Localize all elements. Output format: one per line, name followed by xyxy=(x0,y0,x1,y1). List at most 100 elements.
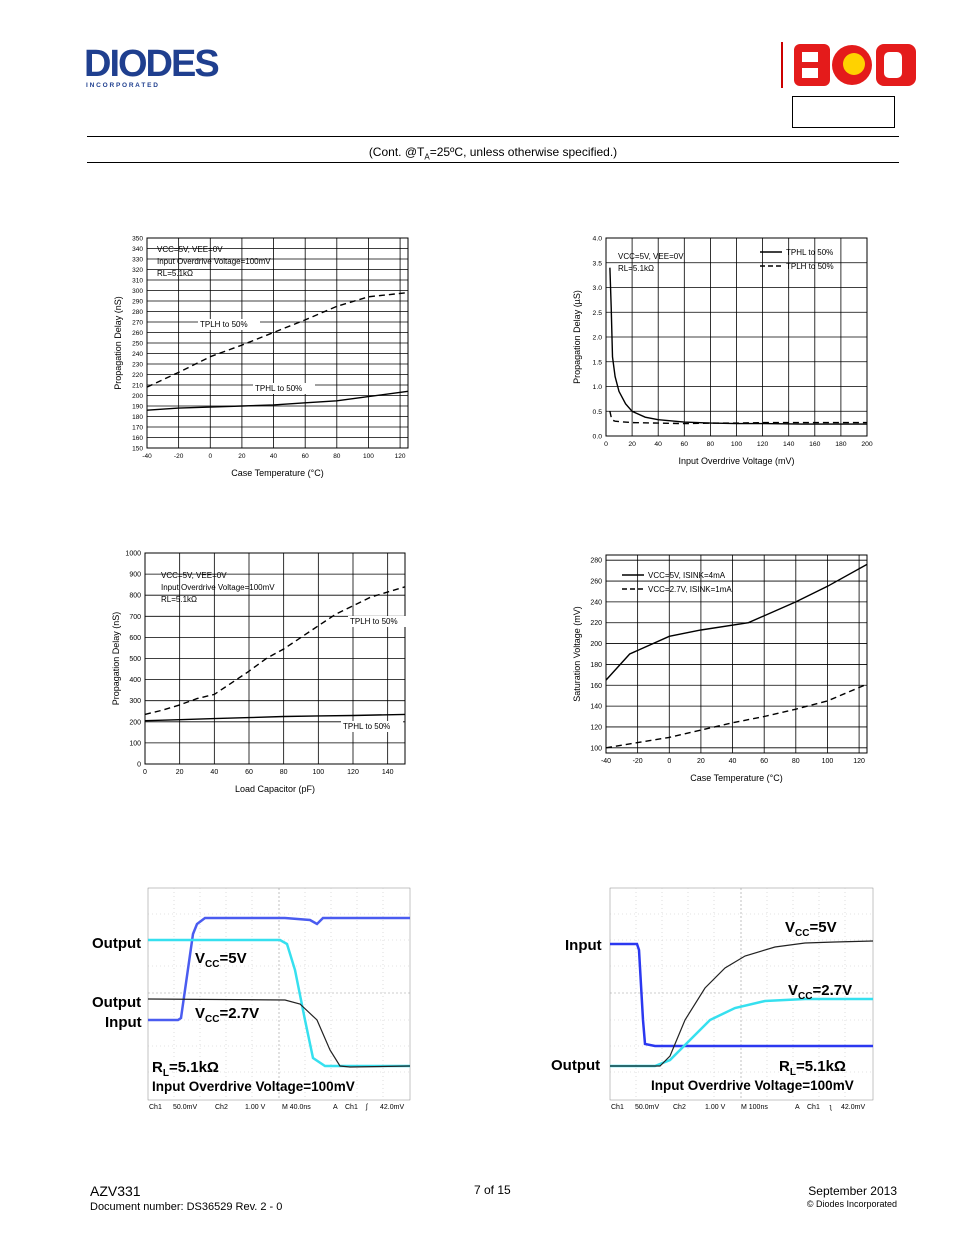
header-rule-bottom xyxy=(87,162,899,163)
y-tick-label: 200 xyxy=(129,719,141,726)
x-tick-label: -20 xyxy=(174,453,184,460)
svg-text:A: A xyxy=(333,1104,338,1111)
legend-label: TPHL to 50% xyxy=(786,248,833,257)
x-tick-label: 80 xyxy=(280,769,288,776)
series-label-bg xyxy=(198,319,260,330)
x-tick-label: 0 xyxy=(208,453,212,460)
y-tick-label: 2.5 xyxy=(593,310,603,317)
y-tick-label: 0.5 xyxy=(593,409,603,416)
svg-text:A: A xyxy=(795,1104,800,1111)
series-label: TPLH to 50% xyxy=(200,320,248,329)
x-tick-label: 100 xyxy=(822,758,834,765)
footer-document-number: Document number: DS36529 Rev. 2 - 0 xyxy=(90,1201,283,1213)
svg-text:42.0mV: 42.0mV xyxy=(841,1104,865,1111)
x-tick-label: 0 xyxy=(143,769,147,776)
annotation-line: RL=5.1kΩ xyxy=(618,264,654,273)
y-tick-label: 500 xyxy=(129,656,141,663)
chart-delay-vs-temperature: -40 -20 0 20 40 60 80 100 120 150 160 170 180 190 200 2… xyxy=(113,236,409,478)
footer-date: September 2013 xyxy=(808,1184,897,1198)
bcd-logo xyxy=(781,42,916,88)
x-tick-label: 0 xyxy=(667,758,671,765)
y-tick-label: 320 xyxy=(132,267,143,274)
scope2-overdrive-label: Input Overdrive Voltage=100mV xyxy=(651,1078,854,1093)
diodes-logo-subtext: I N C O R P O R A T E D xyxy=(86,82,158,89)
svg-text:42.0mV: 42.0mV xyxy=(380,1104,404,1111)
x-tick-label: 120 xyxy=(757,441,769,448)
legend-label: VCC=2.7V, ISINK=1mA xyxy=(648,585,732,594)
series-line xyxy=(609,267,867,425)
svg-text:Ch2: Ch2 xyxy=(215,1104,228,1111)
series-label-bg xyxy=(348,616,410,627)
x-tick-label: 60 xyxy=(760,758,768,765)
x-tick-label: 60 xyxy=(245,769,253,776)
y-tick-label: 2.0 xyxy=(593,335,603,342)
scope2-vcc27-label: VCC=2.7V xyxy=(788,982,852,1002)
x-axis-label: Case Temperature (°C) xyxy=(690,773,782,783)
conditions-note: (Cont. @TA=25ºC, unless otherwise specif… xyxy=(368,145,618,162)
x-tick-label: 180 xyxy=(835,441,847,448)
y-tick-label: 1.0 xyxy=(593,384,603,391)
y-tick-label: 240 xyxy=(590,599,602,606)
y-tick-label: 220 xyxy=(132,372,143,379)
svg-text:ʅ: ʅ xyxy=(829,1104,832,1111)
y-tick-label: 260 xyxy=(590,579,602,586)
chart-annotation: VCC=5V, VEE=0V RL=5.1kΩ xyxy=(618,252,684,273)
x-tick-label: 120 xyxy=(347,769,359,776)
x-tick-label: 40 xyxy=(654,441,662,448)
y-tick-label: 4.0 xyxy=(593,236,603,243)
chart-delay-vs-overdrive: 0 20 40 60 80 100 120 140 160 180 200 0.0 0.5 1.0 1.5 2… xyxy=(572,236,873,467)
x-tick-label: -40 xyxy=(601,758,611,765)
y-tick-label: 170 xyxy=(132,425,143,432)
x-tick-label: 20 xyxy=(176,769,184,776)
x-tick-label: 80 xyxy=(333,453,341,460)
diodes-logo: DIODES I N C O R P O R A T E D xyxy=(84,44,220,89)
svg-text:Ch1: Ch1 xyxy=(149,1104,162,1111)
y-tick-label: 3.0 xyxy=(593,285,603,292)
part-label-box xyxy=(792,96,895,128)
x-tick-label: 100 xyxy=(731,441,743,448)
y-tick-label: 300 xyxy=(132,288,143,295)
annotation-line: Input Overdrive Voltage=100mV xyxy=(157,257,271,266)
diodes-logo-text: DIODES xyxy=(84,44,218,85)
y-axis-label: Propagation Delay (nS) xyxy=(111,612,121,706)
y-tick-label: 160 xyxy=(132,435,143,442)
x-tick-label: 160 xyxy=(809,441,821,448)
y-tick-label: 3.5 xyxy=(593,260,603,267)
y-tick-label: 190 xyxy=(132,404,143,411)
x-tick-label: 100 xyxy=(312,769,324,776)
y-tick-label: 400 xyxy=(129,677,141,684)
y-tick-label: 100 xyxy=(590,745,602,752)
scope1-vcc5-label: VCC=5V xyxy=(195,950,247,970)
svg-text:Ch1: Ch1 xyxy=(807,1104,820,1111)
scope2-output-label: Output xyxy=(551,1057,600,1074)
x-axis-label: Case Temperature (°C) xyxy=(231,468,323,478)
x-tick-label: 0 xyxy=(604,441,608,448)
chart-delay-vs-load-capacitance: 0 20 40 60 80 100 120 140 0 100 200 300 400 500 600 700… xyxy=(111,551,410,794)
y-tick-label: 0.0 xyxy=(593,434,603,441)
y-tick-label: 600 xyxy=(129,635,141,642)
series-line xyxy=(605,563,868,681)
series-label: TPLH to 50% xyxy=(350,617,398,626)
series-line xyxy=(605,683,868,749)
y-tick-label: 1000 xyxy=(125,551,141,558)
y-tick-label: 100 xyxy=(129,740,141,747)
chart-legend: TPHL to 50% TPLH to 50% xyxy=(760,248,834,271)
y-tick-label: 160 xyxy=(590,683,602,690)
y-tick-label: 140 xyxy=(590,704,602,711)
y-tick-label: 280 xyxy=(590,558,602,565)
chart-saturation-vs-temperature: -40 -20 0 20 40 60 80 100 120 100 120 140 160 180 200 2… xyxy=(572,554,868,783)
y-tick-label: 350 xyxy=(132,236,143,243)
y-tick-label: 200 xyxy=(590,641,602,648)
x-tick-label: 60 xyxy=(302,453,310,460)
y-tick-label: 270 xyxy=(132,320,143,327)
scope1-input-label: Input xyxy=(105,1014,142,1031)
chart-annotation: VCC=5V, VEE=0V Input Overdrive Voltage=10… xyxy=(157,245,271,278)
annotation-line: RL=5.1kΩ xyxy=(157,269,193,278)
y-tick-label: 180 xyxy=(132,414,143,421)
scope1-overdrive-label: Input Overdrive Voltage=100mV xyxy=(152,1079,355,1094)
svg-text:Ch1: Ch1 xyxy=(345,1104,358,1111)
svg-text:Ch2: Ch2 xyxy=(673,1104,686,1111)
legend-label: TPLH to 50% xyxy=(786,262,834,271)
footer-part-number: AZV331 xyxy=(90,1183,141,1199)
annotation-line: VCC=5V, VEE=0V xyxy=(161,571,227,580)
